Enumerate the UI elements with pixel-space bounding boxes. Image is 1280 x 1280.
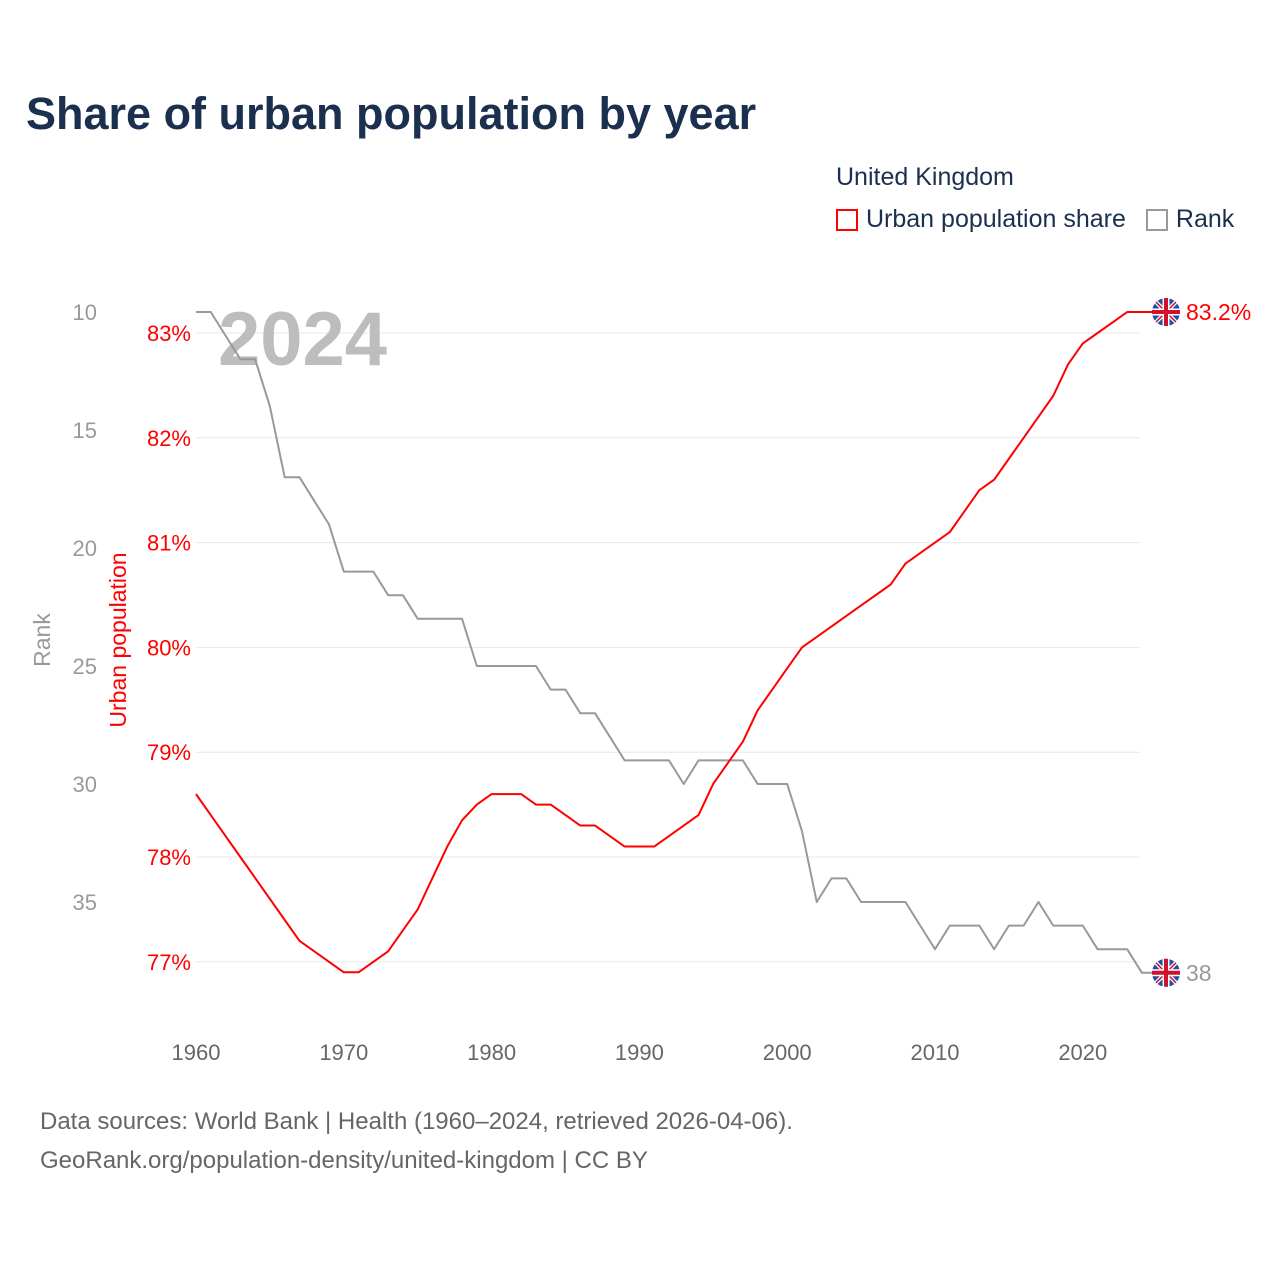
footer-link[interactable]: GeoRank.org/population-density/united-ki…	[40, 1147, 648, 1174]
chart-title: Share of urban population by year	[26, 88, 757, 139]
rank-tick-label: 20	[73, 536, 97, 561]
x-tick-label: 1980	[467, 1040, 516, 1065]
urban-tick-label: 83%	[147, 321, 191, 346]
uk-flag-icon	[1152, 298, 1180, 327]
urban-axis-label: Urban population	[105, 552, 131, 727]
uk-flag-icon	[1152, 958, 1180, 987]
legend-item-rank[interactable]: Rank	[1145, 205, 1235, 234]
urban-tick-label: 82%	[147, 426, 191, 451]
urban-share-line	[195, 311, 1166, 974]
urban-tick-label: 80%	[147, 635, 191, 660]
rank-tick-label: 10	[73, 300, 97, 325]
legend-label-urban: Urban population share	[866, 205, 1126, 233]
rank-end-label: 38	[1186, 960, 1212, 986]
x-tick-label: 1970	[319, 1040, 368, 1065]
footer-sources: Data sources: World Bank | Health (1960–…	[40, 1108, 793, 1135]
urban-tick-label: 77%	[147, 950, 191, 975]
rank-tick-label: 35	[73, 890, 97, 915]
legend: Urban population share Rank	[836, 205, 1254, 234]
urban-end-label: 83.2%	[1186, 299, 1251, 325]
x-tick-label: 2000	[763, 1040, 812, 1065]
rank-tick-label: 30	[73, 772, 97, 797]
rank-tick-label: 25	[73, 654, 97, 679]
legend-swatch-urban	[836, 208, 858, 231]
x-tick-label: 1990	[615, 1040, 664, 1065]
legend-label-rank: Rank	[1175, 205, 1235, 233]
x-tick-label: 2020	[1058, 1040, 1107, 1065]
x-tick-label: 1960	[172, 1040, 221, 1065]
urban-tick-label: 78%	[147, 845, 191, 870]
rank-line	[196, 311, 1166, 974]
year-watermark: 2024	[218, 297, 387, 382]
flag-cross-red	[1152, 298, 1180, 327]
rank-tick-label: 15	[73, 418, 97, 443]
urban-tick-label: 81%	[147, 531, 191, 556]
legend-title: United Kingdom	[836, 163, 1014, 191]
legend-swatch-rank	[1145, 208, 1168, 231]
rank-axis-label: Rank	[29, 613, 55, 667]
legend-item-urban[interactable]: Urban population share	[836, 205, 1126, 234]
urban-tick-label: 79%	[147, 740, 191, 765]
x-tick-label: 2010	[911, 1040, 960, 1065]
flag-cross-red	[1152, 958, 1180, 987]
